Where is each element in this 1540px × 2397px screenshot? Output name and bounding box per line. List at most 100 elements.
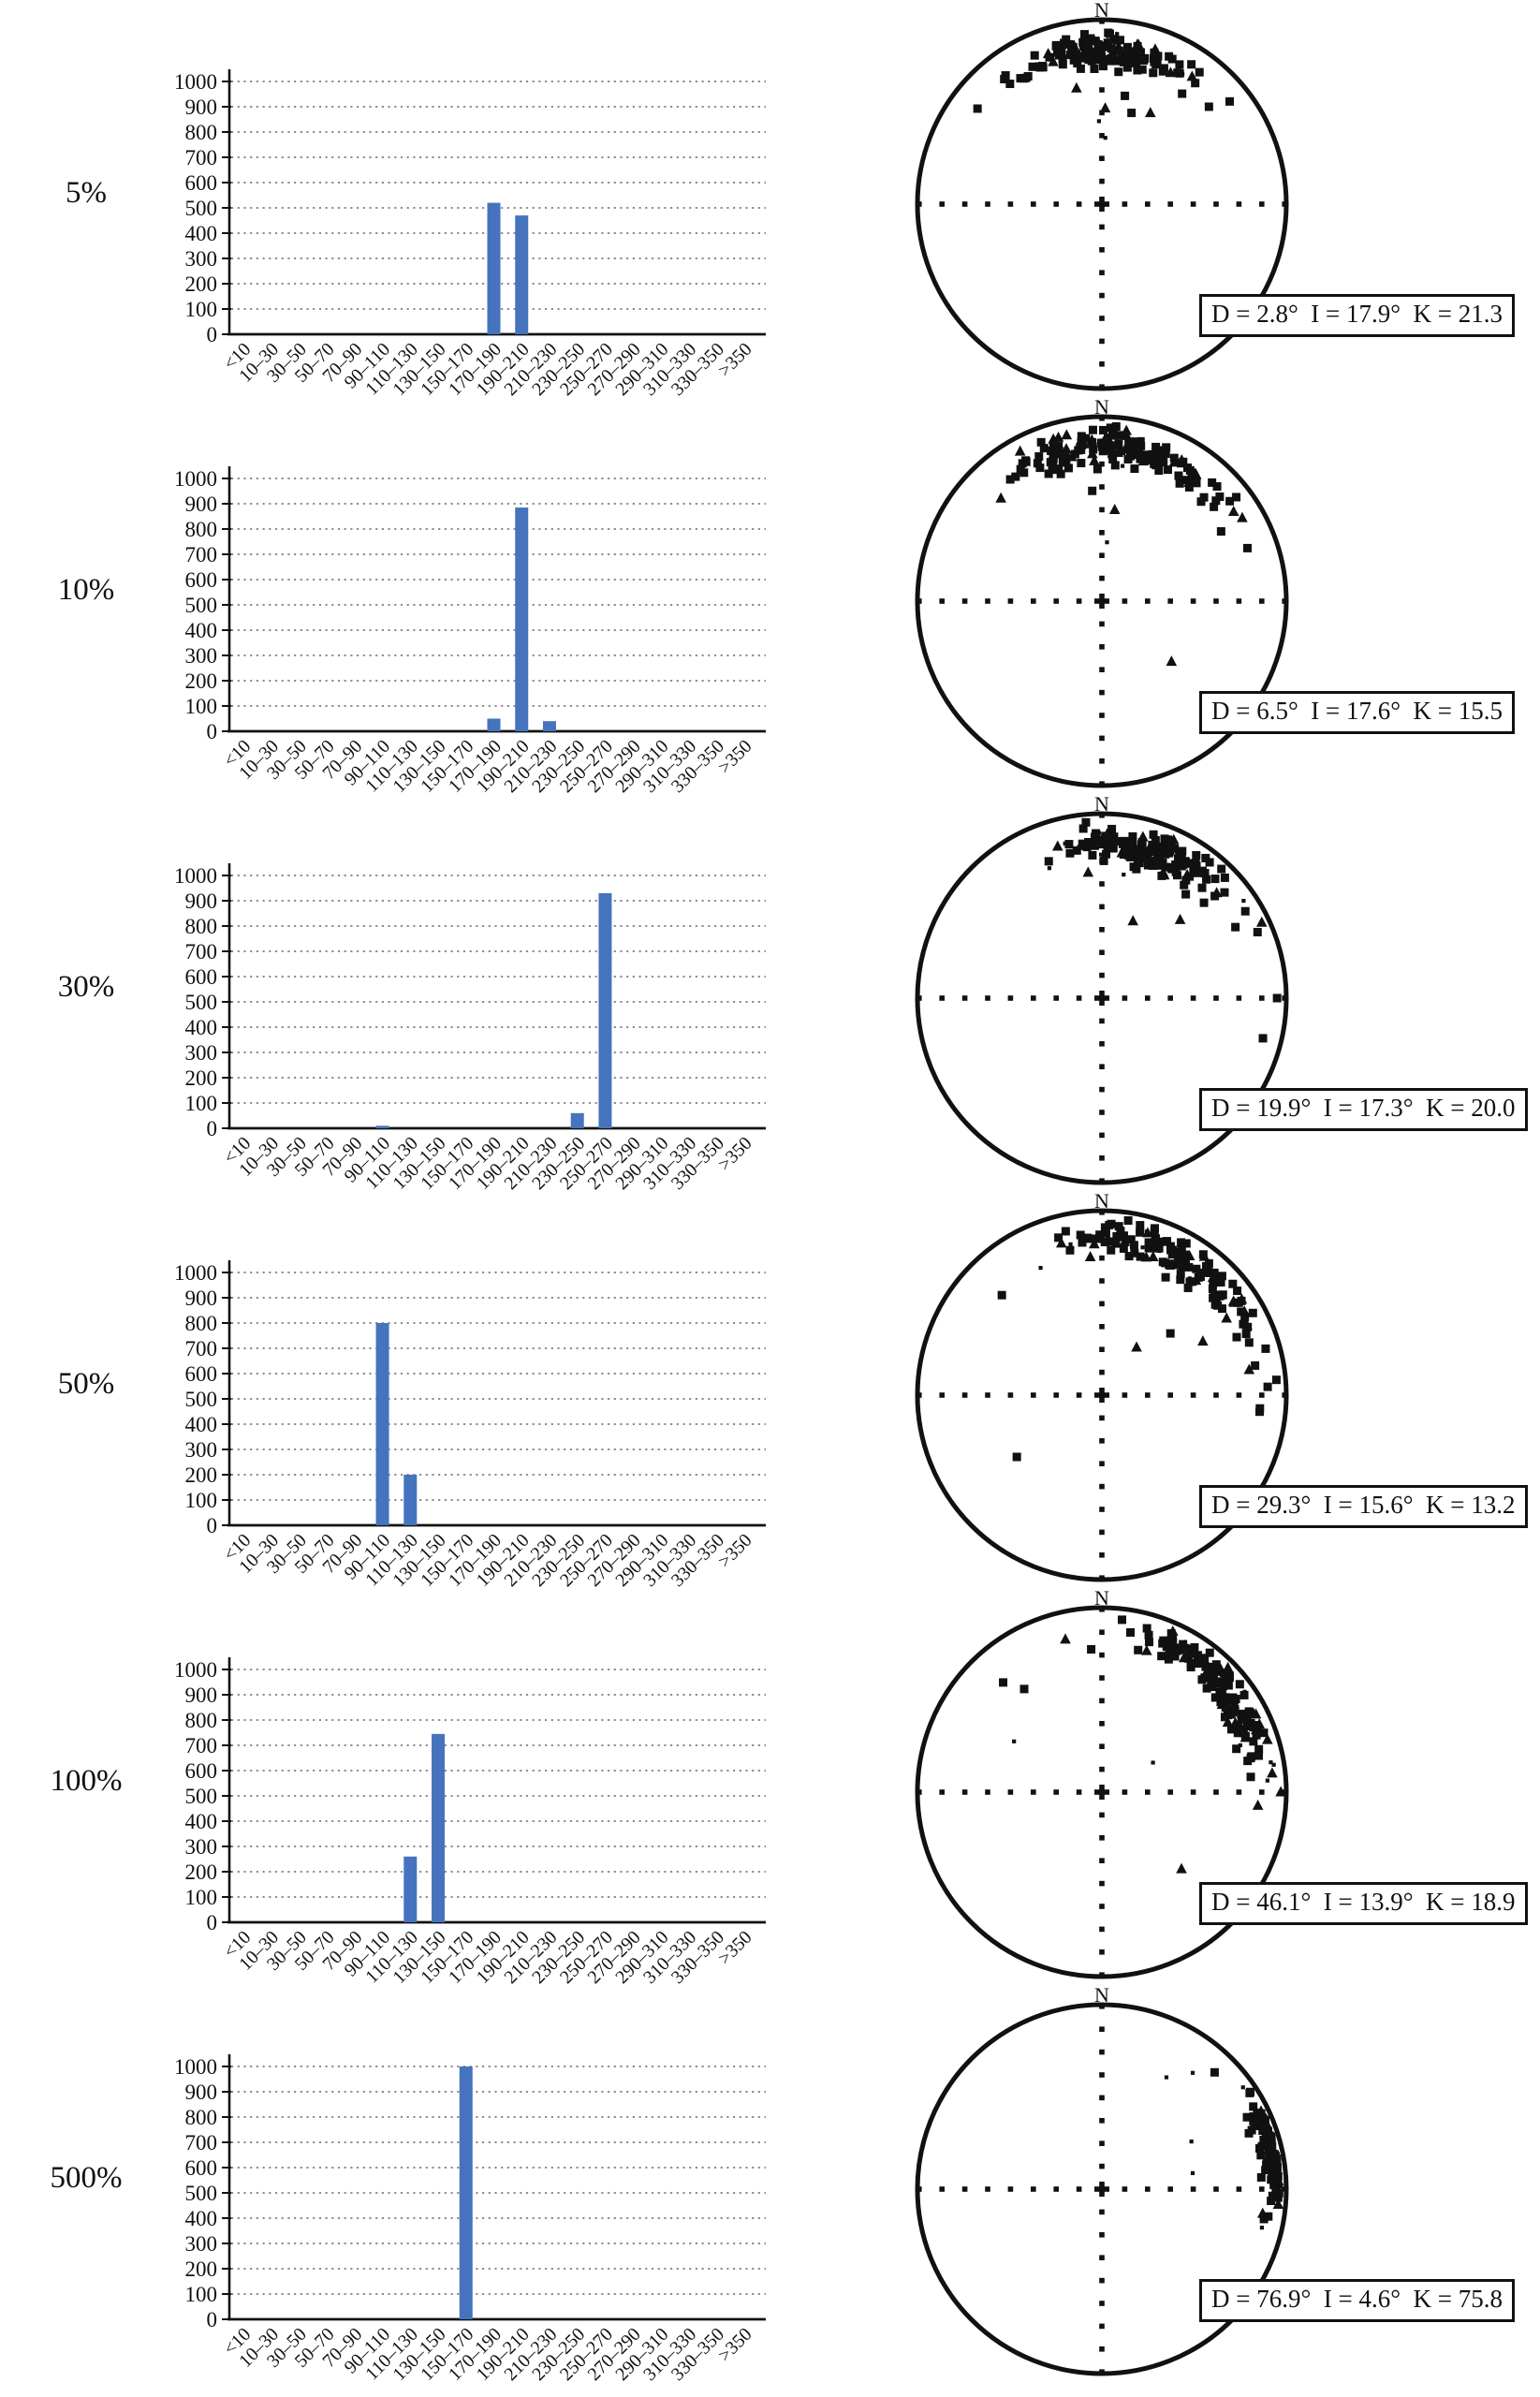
center-marker [1094,991,1109,1006]
x-axis-labels: <1010–3030–5050–7070–9090–110110–130130–… [220,736,756,797]
gridlines [231,2066,766,2295]
svg-text:800: 800 [185,1312,218,1335]
svg-text:900: 900 [185,2081,218,2104]
svg-text:500: 500 [185,2182,218,2205]
svg-text:200: 200 [185,2257,218,2281]
svg-text:900: 900 [185,1287,218,1310]
center-marker [1094,197,1109,212]
center-marker [1094,1388,1109,1403]
svg-text:400: 400 [185,619,218,642]
svg-text:0: 0 [207,1514,218,1537]
svg-text:700: 700 [185,940,218,963]
data-points [995,422,1253,667]
svg-text:600: 600 [185,1362,218,1386]
svg-text:600: 600 [185,171,218,195]
svg-text:900: 900 [185,1684,218,1707]
stats-box: D = 29.3° I = 15.6° K = 13.2 [1199,1485,1528,1529]
percent-label: 100% [50,1764,123,1798]
svg-text:300: 300 [185,247,218,271]
north-label: N [1094,0,1109,22]
svg-text:800: 800 [185,518,218,541]
svg-text:0: 0 [207,720,218,743]
data-points [997,1215,1281,1513]
figure-row: 50% 0 100 200 300 400 500 600 700 800 900 1000 <10 1… [0,1189,1540,1591]
svg-text:200: 200 [185,669,218,693]
stereonet-circle [915,414,1289,788]
stereonet-plot: N [915,395,1289,788]
svg-text:0: 0 [207,1911,218,1934]
bar [487,202,501,334]
svg-text:500: 500 [185,991,218,1014]
histogram-chart: 01002003004005006007008009001000<1010–30… [174,2054,766,2385]
stereonet: N D = 29.3° I = 15.6° K = 13.2 [903,1189,1540,1590]
svg-text:100: 100 [185,1092,218,1115]
svg-text:400: 400 [185,1016,218,1039]
stereonet-circle [915,2002,1289,2376]
north-label: N [1094,1983,1109,2007]
bar [459,2066,473,2319]
svg-text:200: 200 [185,272,218,296]
stereonet-plot: N [915,1586,1289,1979]
stereonet: N D = 19.9° I = 17.3° K = 20.0 [903,792,1540,1193]
svg-text:700: 700 [185,543,218,566]
figure-row: 100% 0 100 200 300 400 500 600 700 800 900 1000 <10… [0,1586,1540,1988]
stats-box: D = 76.9° I = 4.6° K = 75.8 [1199,2279,1516,2323]
svg-text:500: 500 [185,1388,218,1411]
figure-row: 5% 0 100 200 300 400 500 600 700 800 900 1000 <10 10… [0,0,1540,400]
svg-text:200: 200 [185,1066,218,1090]
percent-label: 5% [66,176,107,210]
stats-box: D = 2.8° I = 17.9° K = 21.3 [1199,294,1516,338]
svg-text:900: 900 [185,890,218,913]
data-points [1164,2067,1284,2230]
histogram-chart: 01002003004005006007008009001000<1010–30… [174,1657,766,1988]
bar [375,1125,389,1128]
percent-label: 10% [57,573,115,607]
svg-text:300: 300 [185,644,218,668]
axes [227,466,766,733]
histogram-chart: 01002003004005006007008009001000<1010–30… [174,863,766,1194]
svg-text:1000: 1000 [174,467,217,491]
axes [227,1260,766,1527]
stereonet-circle [915,17,1289,391]
axes [227,2054,766,2321]
stereonet: N D = 2.8° I = 17.9° K = 21.3 [903,0,1540,399]
svg-text:>350: >350 [714,736,756,778]
svg-text:200: 200 [185,1860,218,1884]
north-label: N [1094,1189,1109,1213]
x-axis-labels: <1010–3030–5050–7070–9090–110110–130130–… [220,339,756,400]
figure-row: 500% 0 100 200 300 400 500 600 700 800 900 1000 <10… [0,1983,1540,2385]
stereonet-circle [915,1208,1289,1582]
svg-text:700: 700 [185,2131,218,2154]
svg-text:300: 300 [185,1438,218,1462]
svg-text:800: 800 [185,1709,218,1732]
svg-text:100: 100 [185,1886,218,1909]
axes [227,863,766,1130]
svg-text:0: 0 [207,1117,218,1140]
x-axis-labels: <1010–3030–5050–7070–9090–110110–130130–… [220,1530,756,1591]
north-label: N [1094,1586,1109,1610]
svg-text:600: 600 [185,965,218,989]
stereonet-plot: N [915,1189,1289,1582]
center-marker [1094,594,1109,609]
svg-text:500: 500 [185,197,218,220]
svg-text:1000: 1000 [174,2055,217,2079]
histogram-chart: 01002003004005006007008009001000<1010–30… [174,466,766,797]
bar [375,1323,389,1525]
svg-text:1000: 1000 [174,1658,217,1682]
svg-text:600: 600 [185,2156,218,2180]
gridlines [231,1669,766,1898]
bars [375,892,612,1128]
histogram-chart: 01002003004005006007008009001000<1010–30… [174,69,766,400]
svg-text:700: 700 [185,1734,218,1757]
bar [542,721,556,731]
stereonet-plot: N [915,0,1289,391]
bar [403,1475,418,1525]
percent-label: 50% [57,1367,115,1401]
